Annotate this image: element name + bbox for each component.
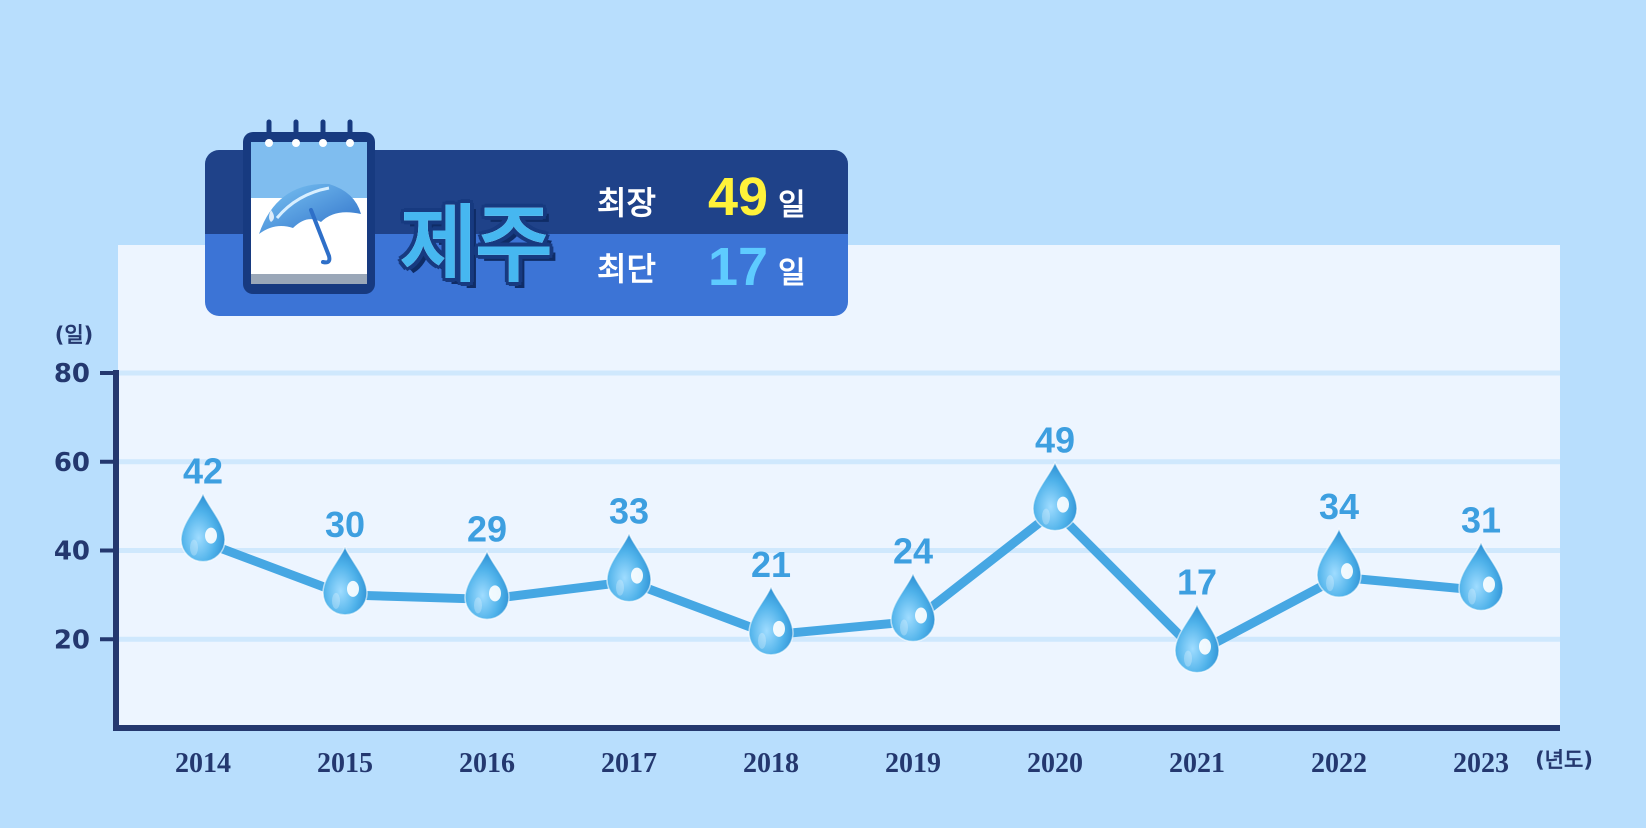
series-line <box>198 506 1486 658</box>
drop-shine <box>616 579 624 596</box>
drop-highlight <box>1483 576 1495 593</box>
x-axis-title: (년도) <box>1535 748 1593 772</box>
region-name: 제주 <box>400 196 553 294</box>
y-tick-label-20: 20 <box>54 625 90 655</box>
water-drop-icon <box>890 571 936 643</box>
x-tick-label-2022: 2022 <box>1311 748 1367 779</box>
drop-shine <box>1326 575 1334 592</box>
data-point-2021 <box>1174 602 1220 674</box>
y-tick-label-80: 80 <box>54 359 90 389</box>
drop-highlight <box>773 620 785 637</box>
x-tick-label-2014: 2014 <box>175 748 231 779</box>
data-point-2016 <box>464 549 510 621</box>
data-point-2018 <box>748 584 794 656</box>
data-label-2022: 34 <box>1319 486 1359 527</box>
data-point-2022 <box>1316 527 1362 598</box>
min-duration-label: 최단 <box>597 250 656 288</box>
drop-highlight <box>347 580 359 597</box>
data-label-2020: 49 <box>1035 420 1075 461</box>
drop-shine <box>1468 588 1476 605</box>
min-duration-value: 17 <box>708 237 769 297</box>
y-tick-label-60: 60 <box>54 448 90 478</box>
max-duration-unit: 일 <box>778 188 806 223</box>
drop-shine <box>190 539 198 556</box>
data-point-2023 <box>1458 540 1504 612</box>
drop-highlight <box>1199 638 1211 655</box>
drop-highlight <box>1341 563 1353 580</box>
drop-shine <box>1042 508 1050 525</box>
data-label-2015: 30 <box>325 504 365 545</box>
drop-highlight <box>631 567 643 584</box>
drop-shine <box>332 592 340 609</box>
drop-highlight <box>915 607 927 624</box>
data-label-2023: 31 <box>1461 499 1501 540</box>
drop-highlight <box>1057 496 1069 513</box>
data-label-2018: 21 <box>751 544 791 585</box>
water-drop-icon <box>1174 602 1220 674</box>
plot-background <box>118 245 1560 728</box>
x-tick-labels: 2014 2015 2016 2017 2018 2019 2020 2021 2022 2023 <box>175 748 1509 779</box>
x-tick-label-2016: 2016 <box>459 748 515 779</box>
data-label-2019: 24 <box>893 531 933 572</box>
data-markers <box>180 460 1504 674</box>
drop-shine <box>474 597 482 614</box>
water-drop-icon <box>180 491 226 563</box>
y-tick-label-40: 40 <box>54 537 90 567</box>
x-tick-label-2023: 2023 <box>1453 748 1509 779</box>
x-tick-label-2019: 2019 <box>885 748 941 779</box>
x-tick-label-2018: 2018 <box>743 748 799 779</box>
water-drop-icon <box>606 531 652 603</box>
max-duration-value: 49 <box>708 167 769 227</box>
y-axis-title: (일) <box>55 323 94 347</box>
water-drop-icon <box>748 584 794 656</box>
drop-shine <box>758 632 766 649</box>
drop-highlight <box>205 527 217 544</box>
data-labels: 42 30 29 33 21 24 49 17 34 31 <box>183 420 1501 603</box>
data-point-2017 <box>606 531 652 603</box>
gridlines <box>100 370 1560 642</box>
water-drop-icon <box>1032 460 1078 532</box>
water-drop-icon <box>464 549 510 621</box>
water-drop-icon <box>322 544 368 616</box>
x-tick-label-2020: 2020 <box>1027 748 1083 779</box>
y-tick-labels: 20 40 60 80 <box>54 359 90 655</box>
max-duration-label: 최장 <box>597 184 656 222</box>
calendar-umbrella-icon <box>243 119 375 294</box>
axes <box>113 370 1560 731</box>
data-label-2017: 33 <box>609 491 649 532</box>
x-tick-label-2017: 2017 <box>601 748 657 779</box>
x-tick-label-2015: 2015 <box>317 748 373 779</box>
min-duration-unit: 일 <box>778 256 806 291</box>
water-drop-icon <box>1458 540 1504 612</box>
data-point-2014 <box>180 491 226 563</box>
drop-shine <box>1184 650 1192 667</box>
drop-shine <box>900 619 908 636</box>
data-label-2016: 29 <box>467 508 507 549</box>
data-label-2021: 17 <box>1177 562 1217 603</box>
data-point-2019 <box>890 571 936 643</box>
data-point-2015 <box>322 544 368 616</box>
data-label-2014: 42 <box>183 451 223 492</box>
x-tick-label-2021: 2021 <box>1169 748 1225 779</box>
drop-highlight <box>489 585 501 602</box>
water-drop-icon <box>1316 527 1362 598</box>
data-point-2020 <box>1032 460 1078 532</box>
